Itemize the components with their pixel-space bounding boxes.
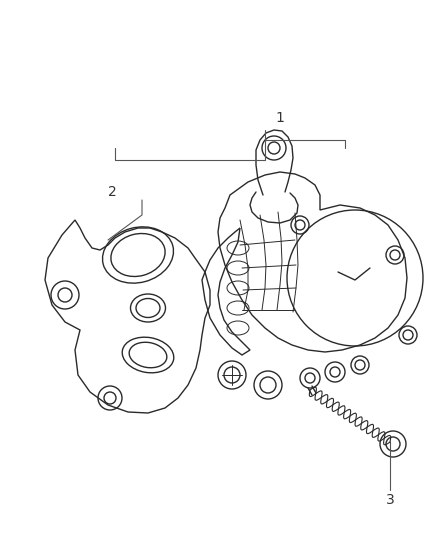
Text: 1: 1 xyxy=(276,111,284,125)
Text: 3: 3 xyxy=(385,493,394,507)
Text: 2: 2 xyxy=(108,185,117,199)
